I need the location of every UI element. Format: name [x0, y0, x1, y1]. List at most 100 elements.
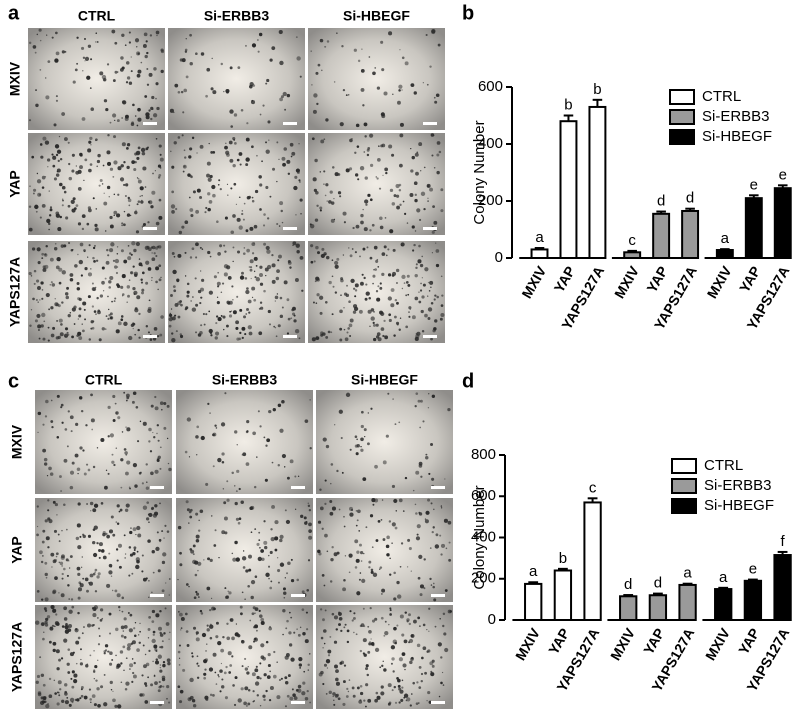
colony-dot [223, 328, 225, 331]
colony-dot [265, 185, 269, 189]
colony-dot [231, 471, 234, 475]
colony-dot [159, 467, 162, 470]
colony-dot [136, 295, 141, 300]
colony-dot [132, 103, 135, 107]
colony-dot [42, 136, 47, 141]
colony-dot [134, 308, 139, 313]
colony-dot [253, 270, 256, 273]
colony-dot [249, 619, 252, 622]
colony-dot [380, 327, 385, 331]
colony-dot [274, 536, 279, 541]
colony-dot [420, 309, 424, 314]
colony-dot [131, 658, 134, 660]
colony-dot [106, 583, 111, 588]
colony-dot [346, 640, 350, 644]
colony-dot [296, 56, 301, 61]
colony-dot [175, 330, 178, 333]
colony-dot [128, 574, 131, 577]
colony-dot [414, 296, 419, 301]
colony-dot [379, 566, 383, 569]
colony-dot [141, 674, 144, 677]
colony-dot [332, 692, 336, 696]
colony-dot [134, 484, 138, 488]
colony-dot [360, 437, 364, 442]
colony-dot [151, 190, 156, 195]
colony-dot [54, 625, 56, 628]
colony-dot [333, 81, 336, 83]
colony-dot [83, 695, 88, 700]
colony-dot [197, 529, 201, 532]
colony-dot [290, 155, 293, 158]
colony-dot [103, 652, 106, 655]
colony-dot [338, 616, 343, 621]
colony-dot [321, 69, 323, 72]
colony-dot [242, 550, 245, 552]
colony-dot [136, 525, 141, 531]
colony-dot [94, 665, 98, 669]
colony-dot [136, 559, 140, 564]
colony-dot [180, 629, 182, 631]
colony-dot [370, 407, 373, 410]
significance-letter: d [686, 190, 694, 207]
colony-dot [178, 664, 181, 666]
colony-dot [326, 667, 329, 669]
colony-dot [266, 78, 270, 83]
colony-dot [328, 200, 332, 204]
colony-dot [47, 546, 50, 549]
colony-dot [121, 117, 124, 119]
scale-bar [283, 335, 297, 338]
colony-dot [121, 274, 126, 279]
colony-dot [320, 670, 324, 675]
colony-dot [366, 246, 369, 249]
colony-dot [427, 691, 431, 695]
colony-dot [77, 186, 82, 191]
colony-dot [290, 317, 293, 320]
colony-dot [251, 286, 256, 291]
colony-dot [85, 664, 89, 668]
colony-dot [77, 169, 82, 174]
colony-dot [346, 331, 349, 334]
colony-dot [231, 552, 234, 555]
colony-dot [209, 624, 214, 629]
legend-label: Si-ERBB3 [702, 108, 770, 125]
colony-dot [199, 331, 203, 335]
colony-dot [298, 656, 303, 662]
colony-dot [284, 676, 288, 680]
colony-dot [398, 421, 401, 424]
colony-dot [389, 613, 392, 616]
colony-dot [208, 290, 213, 295]
colony-dot [329, 580, 333, 583]
colony-dot [59, 157, 63, 161]
colony-dot [179, 300, 183, 303]
colony-dot [425, 456, 429, 460]
colony-dot [41, 297, 44, 300]
colony-dot [307, 504, 311, 508]
colony-dot [58, 267, 63, 272]
colony-dot [327, 654, 331, 657]
colony-dot [256, 154, 258, 157]
colony-dot [116, 266, 119, 268]
colony-dot [370, 570, 374, 574]
colony-dot [311, 137, 315, 141]
colony-dot [438, 695, 441, 698]
colony-dot [442, 624, 445, 628]
colony-dot [56, 514, 58, 516]
colony-dot [63, 244, 67, 248]
colony-dot [263, 698, 266, 702]
colony-dot [300, 212, 302, 215]
colony-dot [147, 676, 150, 679]
colony-dot [123, 391, 126, 394]
colony-dot [298, 663, 303, 667]
colony-dot [71, 248, 74, 251]
colony-dot [391, 689, 394, 692]
colony-dot [49, 626, 54, 631]
colony-dot [394, 423, 397, 426]
colony-dot [266, 438, 271, 443]
colony-dot [121, 222, 124, 225]
x-tick-label: MXIV [512, 625, 543, 663]
colony-dot [367, 412, 370, 414]
colony-dot [348, 167, 353, 171]
colony-dot [397, 678, 401, 683]
colony-dot [259, 614, 263, 618]
significance-letter: a [719, 569, 728, 586]
